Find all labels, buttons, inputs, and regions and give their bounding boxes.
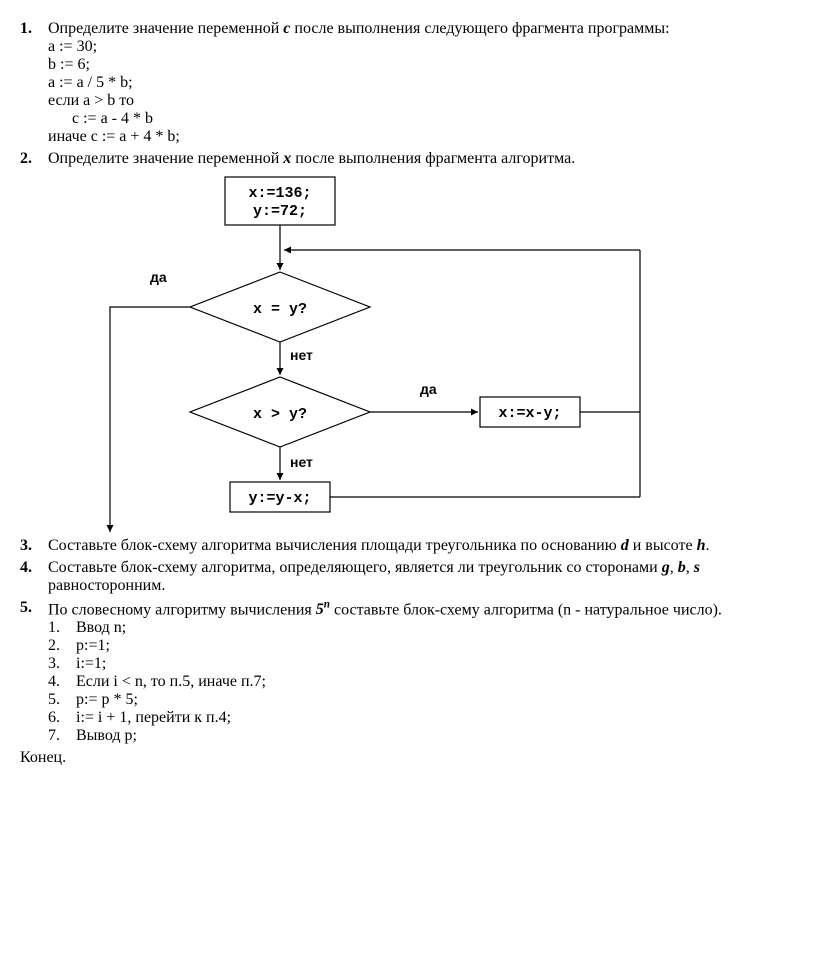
q5-step: 1.Ввод n; bbox=[48, 619, 796, 637]
q1-code: a := 30; b := 6; a := a / 5 * b; если a … bbox=[48, 38, 796, 146]
q5-prompt: По словесному алгоритму вычисления 5n со… bbox=[48, 599, 796, 619]
flowchart-label-da1: да bbox=[150, 269, 167, 285]
q3-t1: Составьте блок-схему алгоритма вычислени… bbox=[48, 537, 621, 554]
flowchart-label-net2: нет bbox=[290, 454, 313, 470]
q1-line-indent: c := a - 4 * b bbox=[48, 110, 796, 128]
q5-step-text: Ввод n; bbox=[76, 619, 126, 637]
q5-step-num: 6. bbox=[48, 709, 76, 727]
q2-number: 2. bbox=[20, 150, 48, 168]
flowchart: x:=136; y:=72; x = y? да нет x > y? да x… bbox=[80, 172, 710, 537]
q5-body: По словесному алгоритму вычисления 5n со… bbox=[48, 599, 796, 745]
q5-step-num: 7. bbox=[48, 727, 76, 745]
flowchart-svg: x:=136; y:=72; x = y? да нет x > y? да x… bbox=[80, 172, 710, 537]
q1-line: b := 6; bbox=[48, 56, 796, 74]
q4-t3: , bbox=[686, 559, 694, 576]
flowchart-xmy-text: x:=x-y; bbox=[498, 405, 561, 422]
flowchart-init-text1: x:=136; bbox=[248, 185, 311, 202]
question-1: 1. Определите значение переменной c посл… bbox=[20, 20, 796, 146]
q5-step-text: p:=1; bbox=[76, 637, 110, 655]
q4-t4: равносторонним. bbox=[48, 577, 165, 594]
flowchart-edge bbox=[110, 307, 190, 532]
q1-body: Определите значение переменной c после в… bbox=[48, 20, 796, 146]
q5-steps: 1.Ввод n; 2.p:=1; 3.i:=1; 4.Если i < n, … bbox=[48, 619, 796, 745]
q2-text-after: после выполнения фрагмента алгоритма. bbox=[291, 150, 575, 167]
q5-step-num: 4. bbox=[48, 673, 76, 691]
q1-number: 1. bbox=[20, 20, 48, 146]
flowchart-eq-text: x = y? bbox=[253, 301, 307, 318]
q3-t3: . bbox=[705, 537, 709, 554]
q3-v1: d bbox=[621, 537, 629, 554]
q4-v3: s bbox=[694, 559, 700, 576]
flowchart-label-da2: да bbox=[420, 381, 437, 397]
flowchart-ymx-text: y:=y-x; bbox=[248, 490, 311, 507]
q1-text-after: после выполнения следующего фрагмента пр… bbox=[290, 20, 669, 37]
question-3: 3. Составьте блок-схему алгоритма вычисл… bbox=[20, 537, 796, 555]
end-text: Конец. bbox=[20, 749, 796, 767]
q5-step: 5.p:= p * 5; bbox=[48, 691, 796, 709]
q3-number: 3. bbox=[20, 537, 48, 555]
q4-v1: g bbox=[662, 559, 670, 576]
q5-step-text: p:= p * 5; bbox=[76, 691, 138, 709]
q1-line: если a > b то bbox=[48, 92, 796, 110]
q3-body: Составьте блок-схему алгоритма вычислени… bbox=[48, 537, 796, 555]
q4-number: 4. bbox=[20, 559, 48, 595]
q5-step-text: i:=1; bbox=[76, 655, 106, 673]
q5-step-num: 2. bbox=[48, 637, 76, 655]
q5-step: 2.p:=1; bbox=[48, 637, 796, 655]
question-5: 5. По словесному алгоритму вычисления 5n… bbox=[20, 599, 796, 745]
q5-step: 7.Вывод p; bbox=[48, 727, 796, 745]
q1-prompt: Определите значение переменной c после в… bbox=[48, 20, 796, 38]
flowchart-init-text2: y:=72; bbox=[253, 203, 307, 220]
q5-step-num: 3. bbox=[48, 655, 76, 673]
q5-step-num: 1. bbox=[48, 619, 76, 637]
question-2: 2. Определите значение переменной x посл… bbox=[20, 150, 796, 168]
q5-t1: По словесному алгоритму вычисления bbox=[48, 601, 316, 618]
q4-t2: , bbox=[670, 559, 678, 576]
q5-step: 4.Если i < n, то п.5, иначе п.7; bbox=[48, 673, 796, 691]
q4-body: Составьте блок-схему алгоритма, определя… bbox=[48, 559, 796, 595]
q2-body: Определите значение переменной x после в… bbox=[48, 150, 796, 168]
q3-t2: и высоте bbox=[629, 537, 697, 554]
question-4: 4. Составьте блок-схему алгоритма, опред… bbox=[20, 559, 796, 595]
flowchart-gt-text: x > y? bbox=[253, 406, 307, 423]
q5-t2: составьте блок-схему алгоритма (n - нату… bbox=[330, 601, 722, 618]
q5-step-text: Вывод p; bbox=[76, 727, 137, 745]
q5-v1: 5n bbox=[316, 601, 330, 618]
q5-step: 3.i:=1; bbox=[48, 655, 796, 673]
q5-step-text: Если i < n, то п.5, иначе п.7; bbox=[76, 673, 266, 691]
q2-text-before: Определите значение переменной bbox=[48, 150, 283, 167]
q1-text-before: Определите значение переменной bbox=[48, 20, 283, 37]
q5-step: 6.i:= i + 1, перейти к п.4; bbox=[48, 709, 796, 727]
q1-line: a := a / 5 * b; bbox=[48, 74, 796, 92]
q5-number: 5. bbox=[20, 599, 48, 745]
q4-v2: b bbox=[678, 559, 686, 576]
flowchart-label-net1: нет bbox=[290, 347, 313, 363]
q5-step-num: 5. bbox=[48, 691, 76, 709]
q5-step-text: i:= i + 1, перейти к п.4; bbox=[76, 709, 231, 727]
q1-line: a := 30; bbox=[48, 38, 796, 56]
q4-t1: Составьте блок-схему алгоритма, определя… bbox=[48, 559, 662, 576]
q1-line: иначе c := a + 4 * b; bbox=[48, 128, 796, 146]
